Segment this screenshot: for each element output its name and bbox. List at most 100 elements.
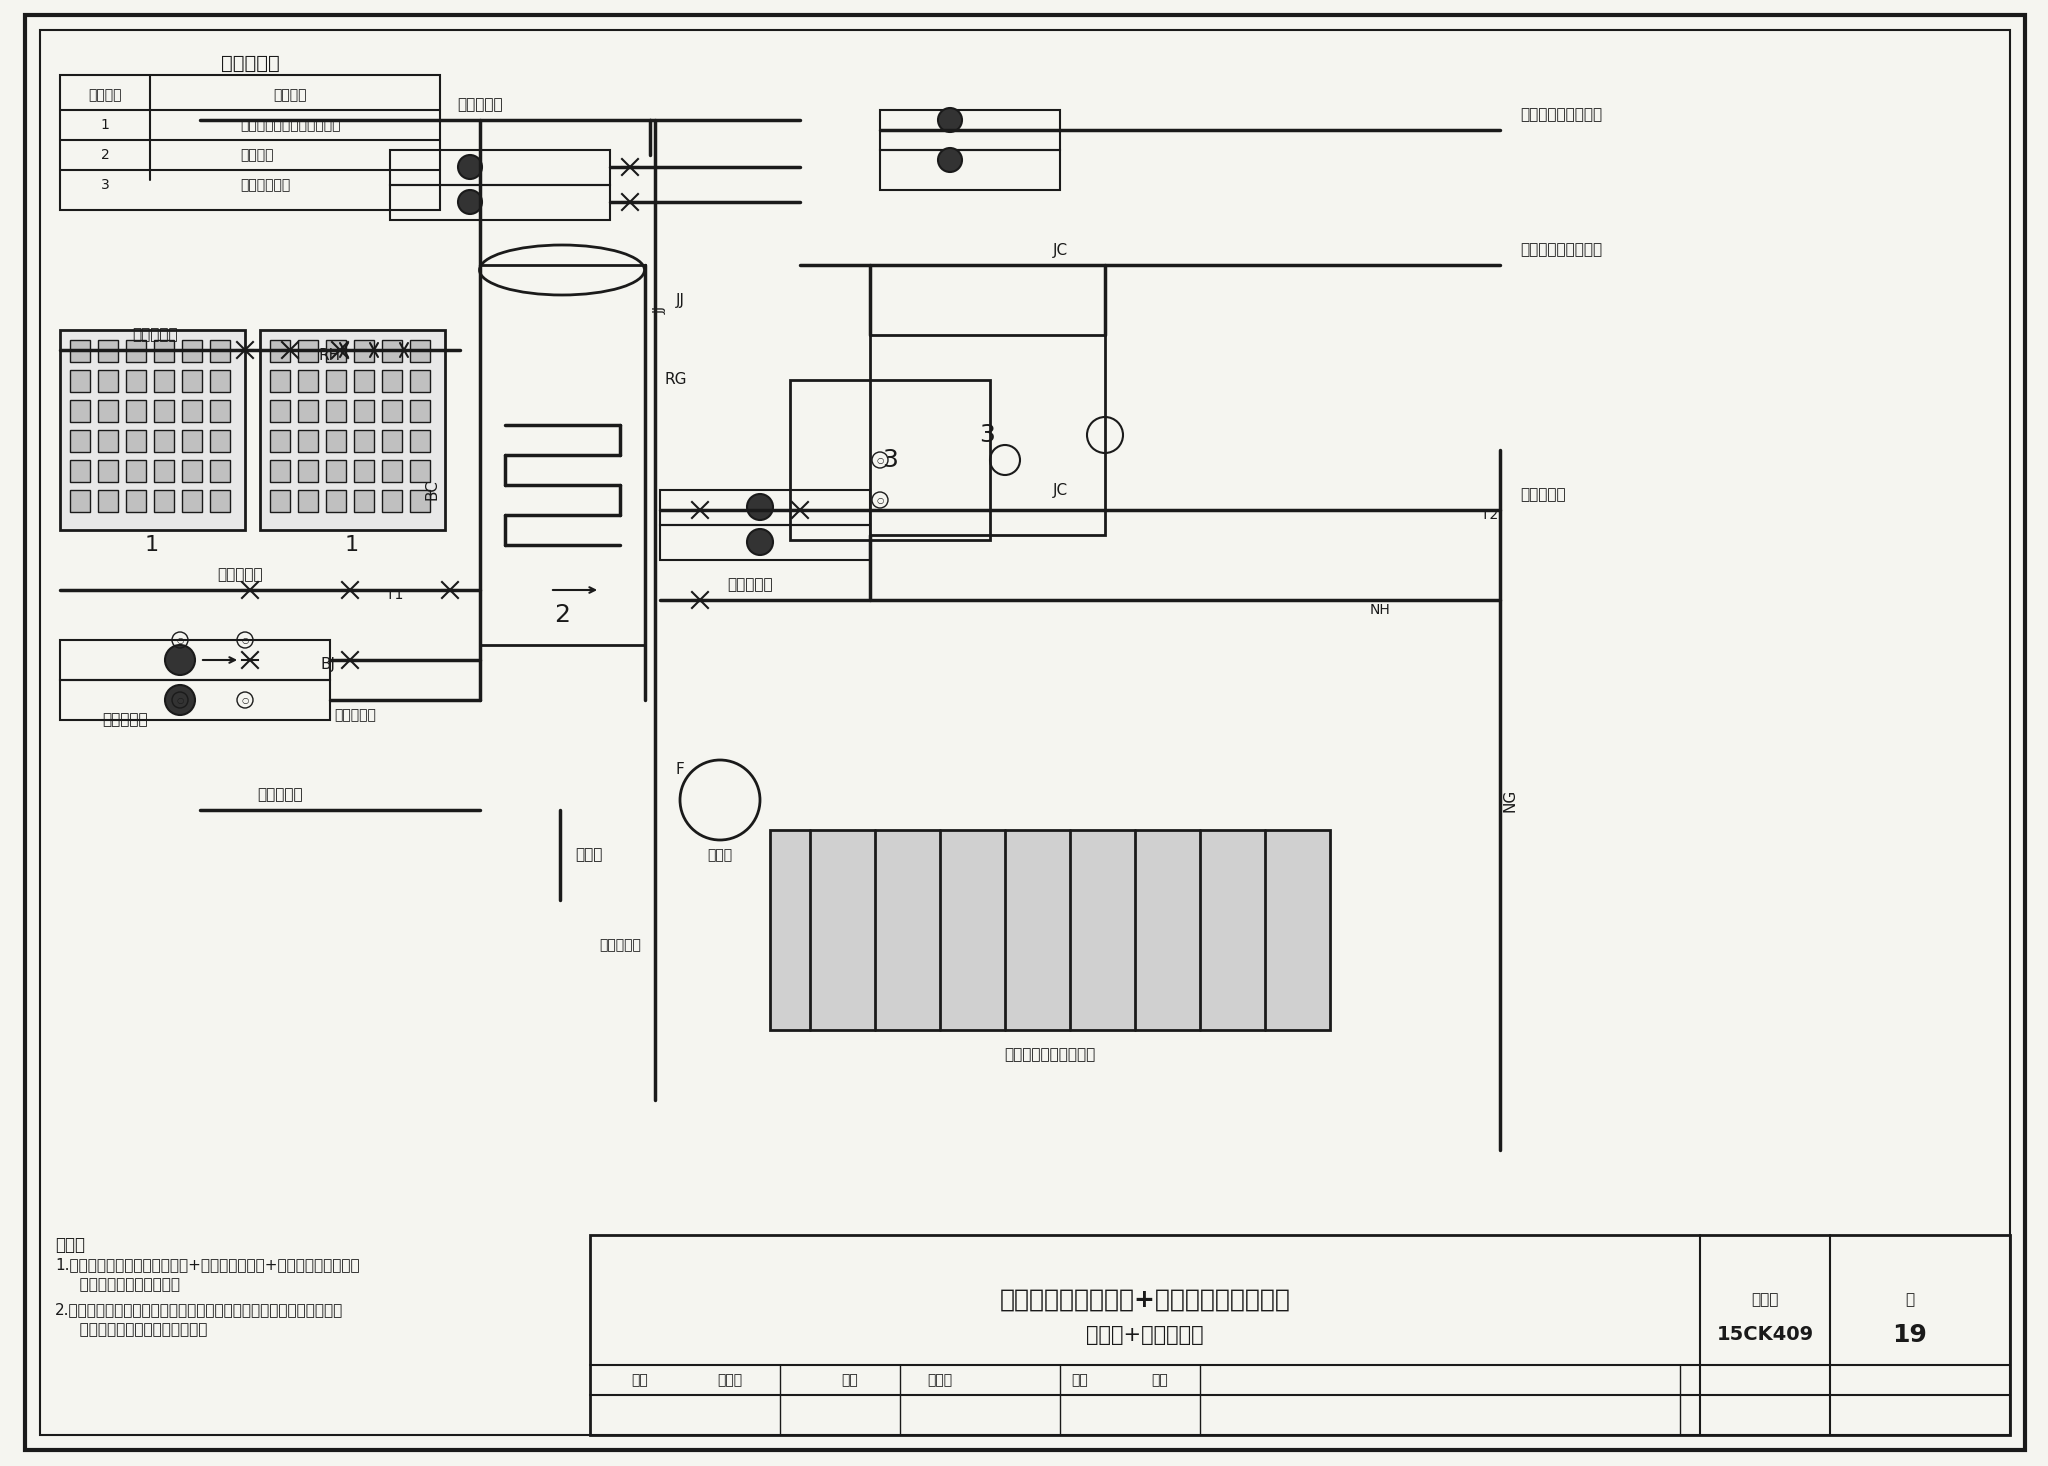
Circle shape <box>166 645 195 674</box>
Bar <box>326 430 346 452</box>
Text: 图集号: 图集号 <box>1751 1293 1778 1308</box>
Bar <box>299 369 317 391</box>
Text: 热水回水管: 热水回水管 <box>133 327 178 343</box>
Bar <box>326 340 346 362</box>
Bar <box>354 460 375 482</box>
Bar <box>410 460 430 482</box>
Bar <box>98 460 119 482</box>
Text: 1: 1 <box>344 535 358 556</box>
Bar <box>127 430 145 452</box>
Text: ○: ○ <box>176 635 184 645</box>
Text: 排至安全处: 排至安全处 <box>600 938 641 951</box>
Text: 1: 1 <box>100 117 109 132</box>
Text: 燃气热水机组出水管: 燃气热水机组出水管 <box>1520 242 1602 258</box>
Bar <box>211 430 229 452</box>
Bar <box>410 369 430 391</box>
Bar <box>299 340 317 362</box>
Text: JJ: JJ <box>676 293 684 308</box>
Text: 空气源热泵热水机组+燃气热水机组系统图: 空气源热泵热水机组+燃气热水机组系统图 <box>999 1289 1290 1312</box>
Bar <box>59 680 330 720</box>
Bar <box>154 430 174 452</box>
Bar <box>270 430 291 452</box>
Text: 热水供水管: 热水供水管 <box>457 98 504 113</box>
Text: 2.燃气热水机组采用同接系统方案，储热水箱内置换热盘管；空气源热: 2.燃气热水机组采用同接系统方案，储热水箱内置换热盘管；空气源热 <box>55 1302 344 1318</box>
Text: 空气源热泵热水机组室外机: 空气源热泵热水机组室外机 <box>240 117 340 132</box>
Bar <box>211 340 229 362</box>
Bar <box>383 400 401 422</box>
Bar <box>211 369 229 391</box>
Bar <box>70 460 90 482</box>
Bar <box>479 265 645 645</box>
Bar <box>389 185 610 220</box>
Bar <box>410 400 430 422</box>
Text: （卫浴+供暖功能）: （卫浴+供暖功能） <box>1085 1325 1204 1344</box>
Text: 地板辐射供暖分集水器: 地板辐射供暖分集水器 <box>1004 1048 1096 1063</box>
Text: 1: 1 <box>145 535 160 556</box>
Bar <box>59 641 330 680</box>
Text: F: F <box>676 762 684 777</box>
Text: 3: 3 <box>979 424 995 447</box>
Text: 2: 2 <box>100 148 109 163</box>
Bar <box>154 369 174 391</box>
Bar <box>59 330 246 531</box>
Text: ○: ○ <box>877 496 883 504</box>
Bar <box>299 460 317 482</box>
Bar <box>127 369 145 391</box>
Bar <box>881 150 1061 191</box>
Bar <box>182 340 203 362</box>
Text: 1.本系统为空气源热泵热水机组+单盘管储热水箱+燃气热水机组系统提: 1.本系统为空气源热泵热水机组+单盘管储热水箱+燃气热水机组系统提 <box>55 1258 360 1272</box>
Text: 膨胀罐: 膨胀罐 <box>707 847 733 862</box>
Text: JC: JC <box>1053 242 1067 258</box>
Bar <box>383 369 401 391</box>
Bar <box>127 400 145 422</box>
Bar <box>383 490 401 512</box>
Text: JC: JC <box>1053 482 1067 497</box>
Circle shape <box>166 685 195 715</box>
Bar <box>127 460 145 482</box>
Bar <box>410 340 430 362</box>
Text: RH: RH <box>319 347 342 362</box>
Text: 储热水箱: 储热水箱 <box>240 148 274 163</box>
Bar <box>98 340 119 362</box>
Bar <box>770 830 1329 1031</box>
Bar <box>383 340 401 362</box>
Text: 19: 19 <box>1892 1322 1927 1347</box>
Bar <box>299 490 317 512</box>
Bar <box>98 490 119 512</box>
Text: ○: ○ <box>877 456 883 465</box>
Bar <box>260 330 444 531</box>
Text: BJ: BJ <box>319 657 336 673</box>
Text: 供暖回水管: 供暖回水管 <box>727 578 772 592</box>
Text: 王柱小: 王柱小 <box>928 1374 952 1387</box>
Text: BC: BC <box>426 479 440 500</box>
Bar <box>383 430 401 452</box>
Text: ○: ○ <box>176 695 184 705</box>
Circle shape <box>748 494 772 520</box>
Text: 15CK409: 15CK409 <box>1716 1325 1815 1344</box>
Text: 热泵出水管: 热泵出水管 <box>217 567 262 582</box>
Bar <box>389 150 610 185</box>
Text: 热泵进水管: 热泵进水管 <box>102 712 147 727</box>
Bar <box>182 430 203 452</box>
Bar <box>59 75 440 210</box>
Bar <box>326 460 346 482</box>
Text: ○: ○ <box>242 695 248 705</box>
Circle shape <box>938 108 963 132</box>
Text: ○: ○ <box>242 635 248 645</box>
Circle shape <box>748 529 772 556</box>
Text: 生活给水管: 生活给水管 <box>258 787 303 802</box>
Bar <box>270 490 291 512</box>
Bar <box>354 340 375 362</box>
Bar <box>127 340 145 362</box>
Text: 李红: 李红 <box>1151 1374 1167 1387</box>
Text: T1: T1 <box>387 588 403 603</box>
Text: 供暖供水管: 供暖供水管 <box>1520 488 1565 503</box>
Bar <box>659 490 870 525</box>
Bar <box>70 369 90 391</box>
Bar <box>211 490 229 512</box>
Bar <box>326 400 346 422</box>
Text: 主要设备表: 主要设备表 <box>221 53 279 72</box>
Circle shape <box>938 148 963 172</box>
Bar <box>326 490 346 512</box>
Bar <box>870 336 1106 535</box>
